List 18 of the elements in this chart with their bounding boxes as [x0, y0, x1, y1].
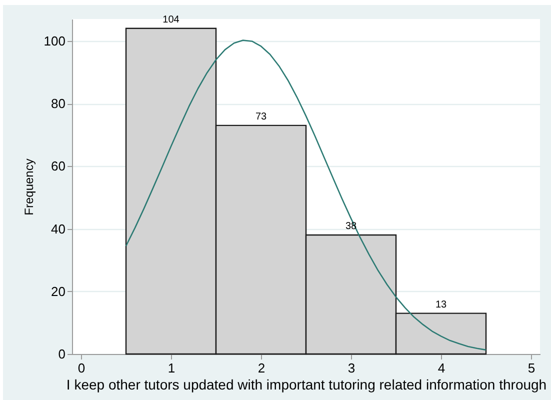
y-tick-label: 60 [51, 158, 66, 174]
x-tick-label: 4 [438, 360, 446, 376]
line-series [125, 40, 487, 351]
y-tick-label: 100 [44, 33, 66, 48]
data-label: 104 [162, 14, 180, 26]
x-tick-label: 3 [348, 360, 356, 376]
y-tick-label: 20 [51, 284, 66, 299]
y-axis-title: Frequency [22, 158, 36, 216]
y-tick-label: 0 [58, 346, 66, 362]
y-tick-label: 40 [51, 221, 66, 236]
x-tick-label: 0 [78, 360, 86, 376]
x-tick-label: 2 [258, 360, 266, 376]
x-axis-title: I keep other tutors updated with important tutoring related information through [66, 376, 547, 392]
y-tick-label: 80 [51, 96, 66, 112]
x-tick-label: 5 [528, 360, 536, 376]
x-tick-label: 1 [168, 360, 176, 376]
data-label: 13 [435, 299, 447, 310]
data-label: 73 [255, 111, 267, 122]
